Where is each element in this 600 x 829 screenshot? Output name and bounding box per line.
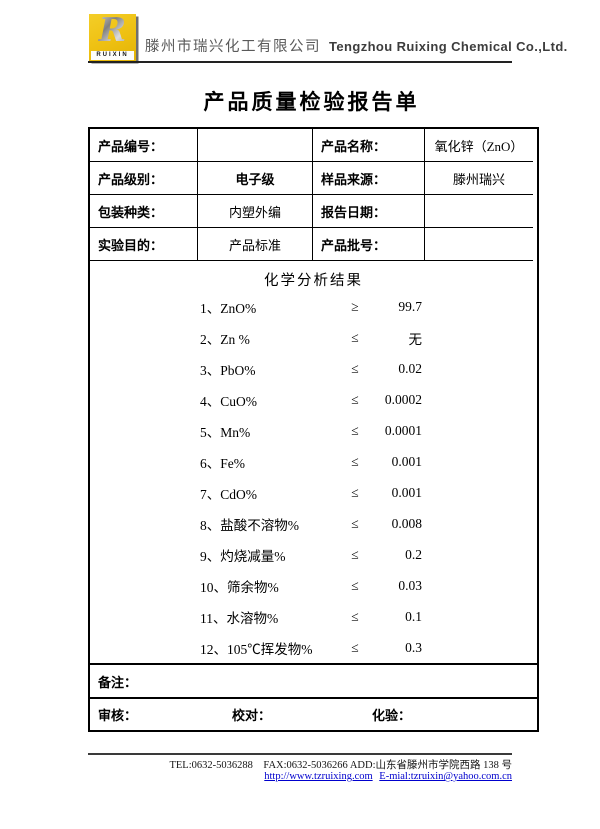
analysis-item-symbol: ≤ [351,360,359,376]
signoff-row: 审核： 校对： 化验： [90,699,537,730]
logo-brand-text: RUIXIN [91,51,134,60]
analysis-item-symbol: ≥ [351,298,359,314]
analysis-item-symbol: ≤ [351,608,359,624]
analysis-item-label: 7、CdO% [200,486,257,502]
info-value: 内塑外编 [198,195,313,228]
analysis-item-label: 8、盐酸不溶物% [200,517,299,533]
analysis-section: 化学分析结果 1、ZnO% ≥99.7 2、Zn % ≤ 无 3、PbO% ≤0.02 4、C… [90,261,537,665]
info-label: 产品名称： [313,129,425,162]
remarks-label: 备注： [98,674,138,690]
analysis-row: 9、灼烧减量% ≤0.2 [90,539,537,570]
analysis-item-label: 5、Mn% [200,424,251,440]
company-name-chinese: 滕州市瑞兴化工有限公司 [145,39,321,55]
company-header: R RUIXIN 滕州市瑞兴化工有限公司 Tengzhou Ruixing Ch… [89,11,568,61]
info-value: 滕州瑞兴 [425,162,533,195]
signoff-proofread-label: 校对： [232,708,272,723]
page-title: 产品质量检验报告单 [203,91,420,114]
info-value: 产品标准 [198,228,313,261]
analysis-row: 3、PbO% ≤0.02 [90,353,537,384]
footer-links-line: http://www.tzruixing.com E-mial:tzruixin… [88,771,512,782]
analysis-item-value: 0.0002 [384,391,422,407]
info-value: 氧化锌（ZnO） [425,129,533,162]
analysis-item-label: 6、Fe% [200,455,245,471]
info-grid: 产品编号： 产品名称： 氧化锌（ZnO） 产品级别： 电子级 样品来源： 滕州瑞兴包装种类：… [90,129,537,261]
info-label: 报告日期： [313,195,425,228]
company-names: 滕州市瑞兴化工有限公司 Tengzhou Ruixing Chemical Co… [145,35,568,61]
analysis-item-value: 99.7 [398,298,422,314]
header-divider [88,61,512,63]
analysis-row: 11、水溶物% ≤0.1 [90,601,537,632]
info-value [425,195,533,228]
analysis-item-symbol: ≤ [351,484,359,500]
analysis-item-label: 12、105℃挥发物% [200,641,313,657]
info-label: 产品编号： [90,129,198,162]
analysis-row: 10、筛余物% ≤0.03 [90,570,537,601]
analysis-item-label: 9、灼烧减量% [200,548,286,564]
analysis-item-value: 0.001 [391,484,422,500]
analysis-section-title: 化学分析结果 [264,273,363,289]
analysis-item-symbol: ≤ [351,422,359,438]
info-value [198,129,313,162]
footer-divider [88,753,512,755]
analysis-row: 6、Fe% ≤0.001 [90,446,537,477]
analysis-row: 1、ZnO% ≥99.7 [90,291,537,322]
info-label: 产品批号： [313,228,425,261]
info-label: 样品来源： [313,162,425,195]
analysis-items: 1、ZnO% ≥99.7 2、Zn % ≤ 无 3、PbO% ≤0.02 4、CuO% ≤0.0… [90,291,537,663]
info-label: 包装种类： [90,195,198,228]
info-value: 电子级 [198,162,313,195]
analysis-row: 4、CuO% ≤0.0002 [90,384,537,415]
analysis-row: 8、盐酸不溶物% ≤0.008 [90,508,537,539]
info-label: 产品级别： [90,162,198,195]
analysis-item-symbol: ≤ [351,546,359,562]
website-link[interactable]: http://www.tzruixing.com [264,771,373,782]
analysis-item-value: 0.2 [405,546,422,562]
analysis-item-label: 2、Zn % [200,331,250,347]
analysis-item-label: 1、ZnO% [200,300,257,316]
analysis-item-value: 0.03 [398,577,422,593]
company-logo: R RUIXIN [89,11,136,61]
analysis-item-symbol: ≤ [351,515,359,531]
analysis-item-value: 0.001 [391,453,422,469]
analysis-item-label: 3、PbO% [200,362,256,378]
analysis-item-symbol: ≤ [351,639,359,655]
analysis-row: 2、Zn % ≤ 无 [90,322,537,353]
info-label: 实验目的： [90,228,198,261]
analysis-item-value: 0.1 [405,608,422,624]
remarks-row: 备注： [90,665,537,699]
analysis-item-value: 无 [408,331,423,347]
analysis-item-symbol: ≤ [351,453,359,469]
info-value [425,228,533,261]
analysis-row: 5、Mn% ≤0.0001 [90,415,537,446]
analysis-row: 7、CdO% ≤0.001 [90,477,537,508]
analysis-item-symbol: ≤ [351,577,359,593]
company-name-english: Tengzhou Ruixing Chemical Co.,Ltd. [329,39,568,54]
report-table: 产品编号： 产品名称： 氧化锌（ZnO） 产品级别： 电子级 样品来源： 滕州瑞兴包装种类：… [88,127,539,732]
analysis-item-symbol: ≤ [351,391,359,407]
analysis-item-value: 0.3 [405,639,422,655]
logo-r-letter: R [89,11,136,49]
analysis-item-label: 4、CuO% [200,393,257,409]
analysis-row: 12、105℃挥发物% ≤0.3 [90,632,537,663]
analysis-item-symbol: ≤ [351,329,359,345]
email-link[interactable]: E-mial:tzruixin@yahoo.com.cn [379,771,512,782]
analysis-item-label: 10、筛余物% [200,579,279,595]
analysis-item-value: 0.008 [391,515,422,531]
analysis-item-value: 0.02 [398,360,422,376]
signoff-review-label: 审核： [98,708,138,723]
analysis-item-label: 11、水溶物% [200,610,279,626]
analysis-item-value: 0.0001 [384,422,422,438]
signoff-assay-label: 化验： [372,708,412,723]
footer-contact-line: TEL:0632-5036288 FAX:0632-5036266 ADD:山东… [169,760,512,771]
